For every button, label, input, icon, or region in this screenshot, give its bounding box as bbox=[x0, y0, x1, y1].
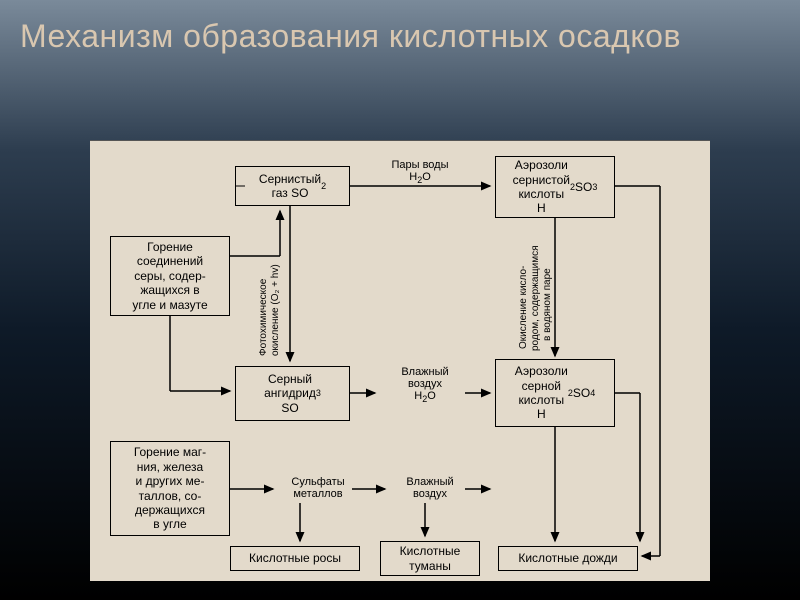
diagram: Сернистыйгаз SO2 Аэрозолисернистойкислот… bbox=[90, 140, 710, 581]
label-photo: Фотохимическое bbox=[258, 279, 269, 356]
slide-title: Механизм образования кислотных осадков bbox=[20, 18, 681, 55]
node-dew: Кислотные росы bbox=[230, 546, 360, 571]
node-h2so3: АэрозолисернистойкислотыH2SO3 bbox=[495, 156, 615, 218]
node-so3: СерныйангидридSO3 bbox=[235, 366, 350, 421]
label-moist1: ВлажныйвоздухH2O bbox=[385, 366, 465, 405]
label-oxid3: в водяном паре bbox=[542, 268, 553, 341]
node-fog: Кислотныетуманы bbox=[380, 541, 480, 576]
label-oxid1: Окисление кисло- bbox=[518, 266, 529, 349]
slide: Механизм образования кислотных осадков С… bbox=[0, 0, 800, 600]
label-sulfates: Сульфатыметаллов bbox=[278, 476, 358, 500]
label-oxid2: родом, содержащимся bbox=[530, 246, 541, 352]
label-moist2: Влажныйвоздух bbox=[390, 476, 470, 500]
node-burning-mg: Горение маг-ния, железаи других ме-талло… bbox=[110, 441, 230, 536]
node-burning-s: Горениесоединенийсеры, содер-жащихся вуг… bbox=[110, 236, 230, 316]
label-photo2: окисление (O₂ + hv) bbox=[270, 264, 281, 356]
label-vapor: Пары водыH2O bbox=[380, 159, 460, 186]
node-rain: Кислотные дожди bbox=[498, 546, 638, 571]
node-so2: Сернистыйгаз SO2 bbox=[235, 166, 350, 206]
node-h2so4: АэрозолисернойкислотыH2SO4 bbox=[495, 359, 615, 427]
